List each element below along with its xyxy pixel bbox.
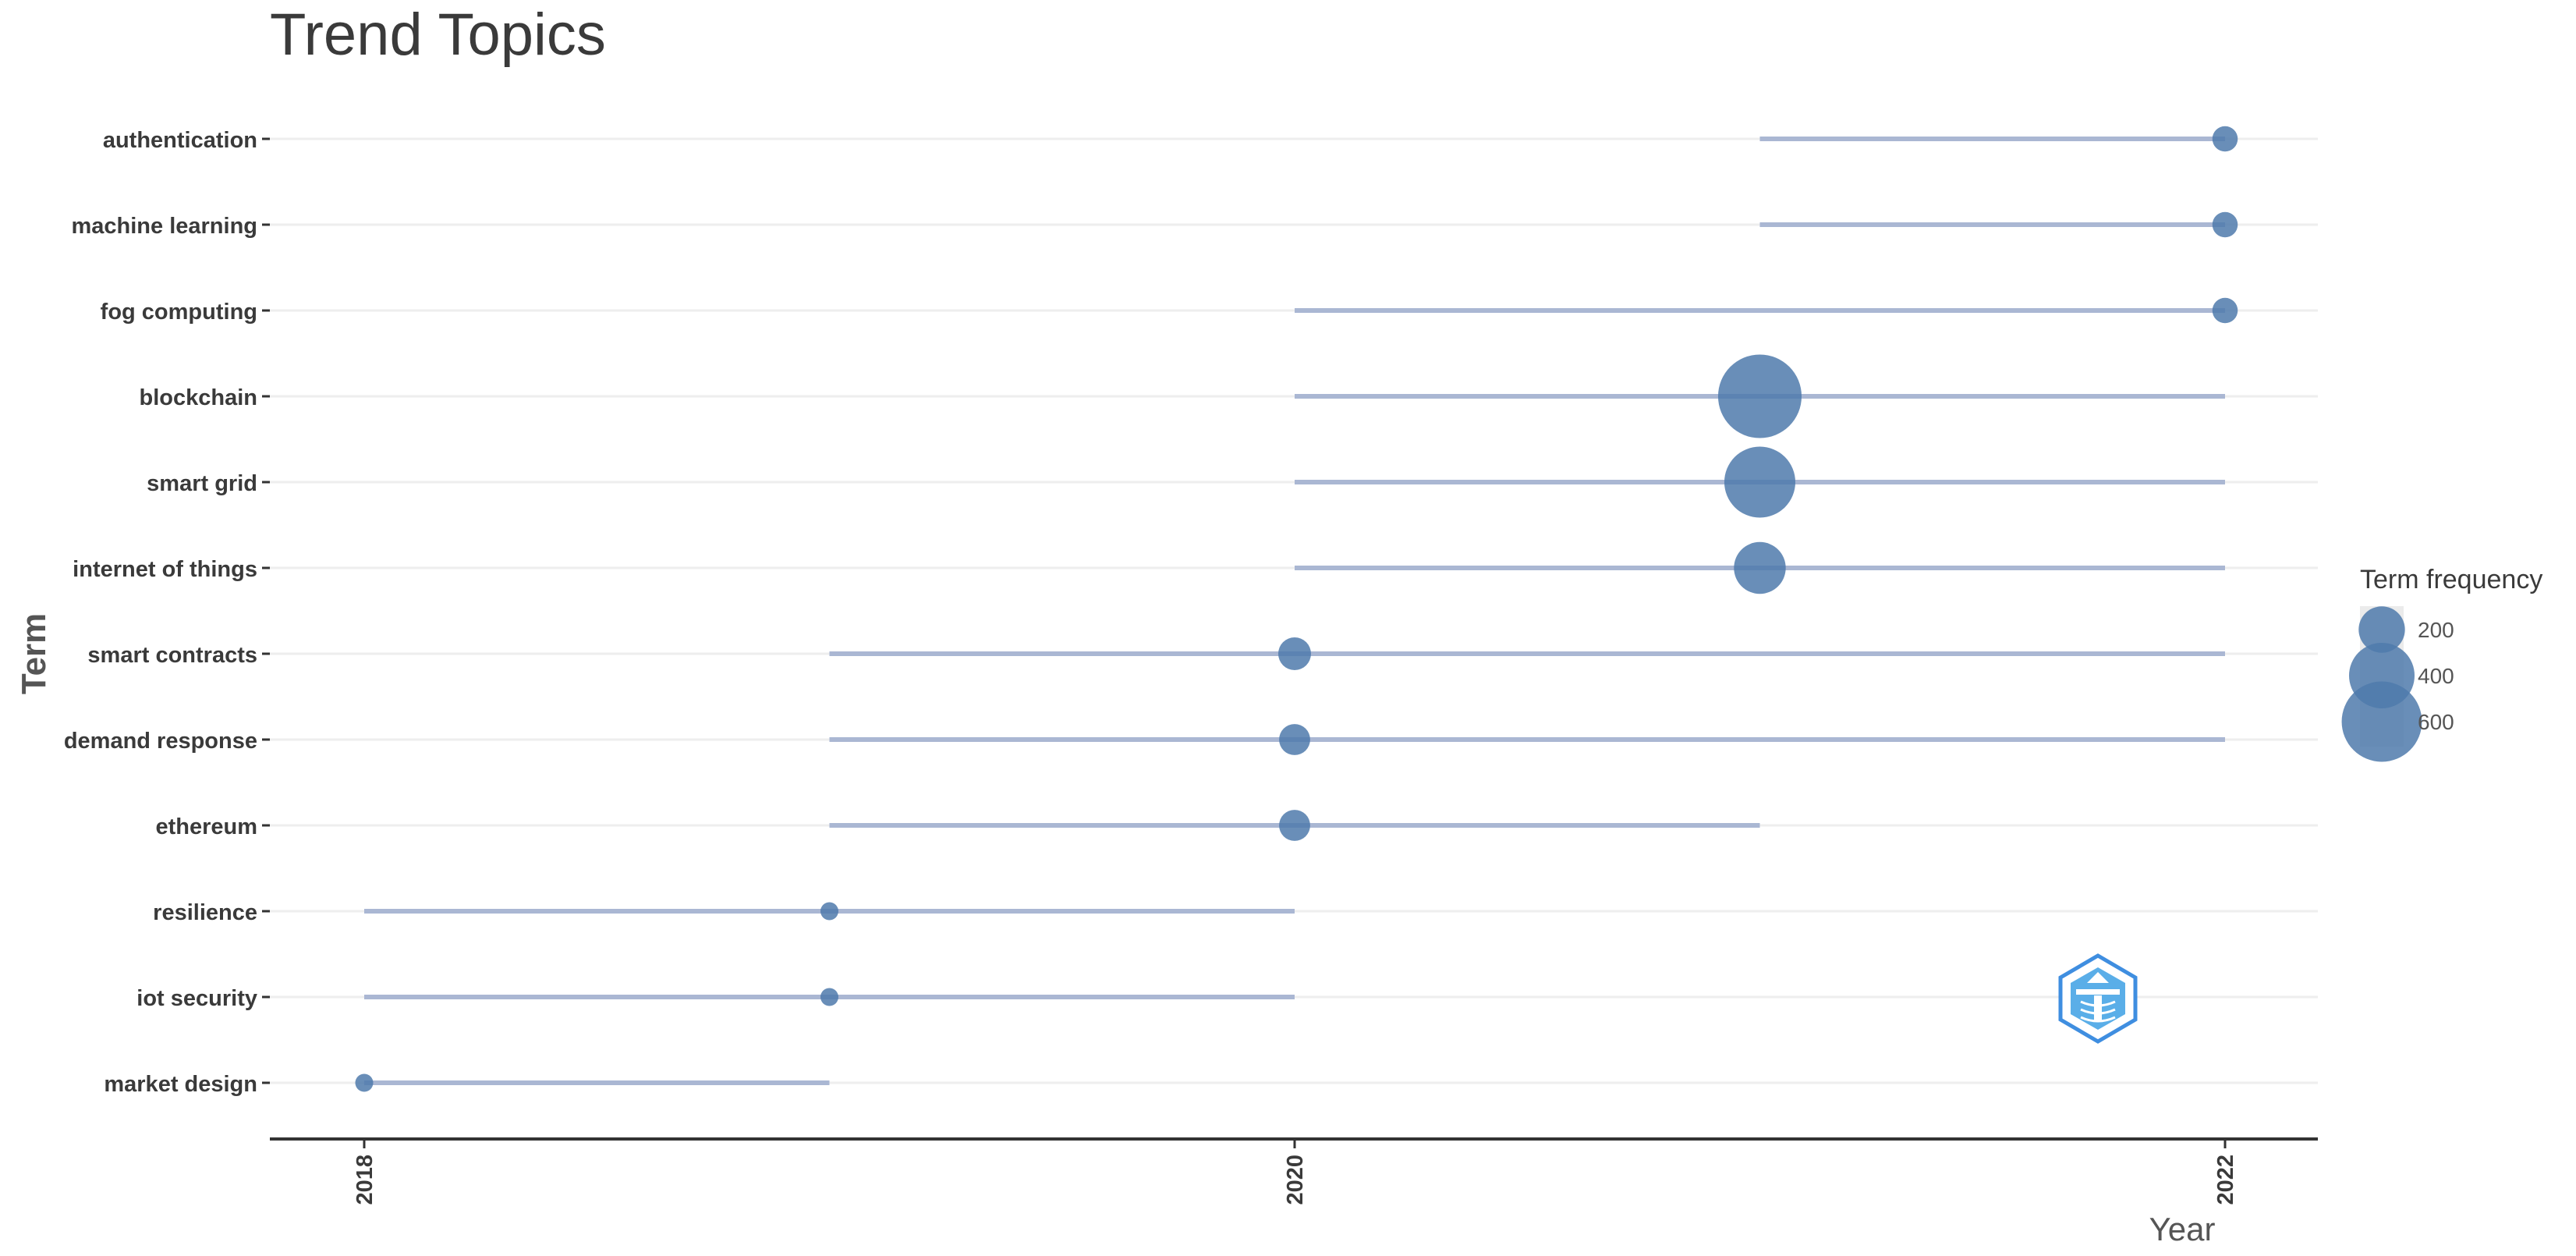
year-range-lines (364, 137, 2225, 1085)
legend-key-point (2341, 681, 2422, 762)
gridlines (270, 137, 2318, 1084)
term-point (1278, 637, 1311, 670)
term-point (2212, 211, 2238, 238)
x-tick-label: 2020 (1283, 1155, 1308, 1205)
x-tick-label: 2018 (353, 1155, 377, 1205)
median-points (355, 126, 2238, 1092)
legend-label: 200 (2418, 618, 2454, 642)
y-tick-label: ethereum (155, 814, 257, 839)
term-point (1717, 354, 1802, 438)
legend-label: 400 (2418, 664, 2454, 688)
x-tick-label: 2022 (2213, 1155, 2238, 1205)
y-tick-label: fog computing (101, 300, 257, 325)
term-point (820, 988, 839, 1006)
term-point (1734, 541, 1786, 594)
legend-label: 600 (2418, 710, 2454, 734)
term-point (1724, 446, 1796, 518)
y-tick-label: iot security (136, 986, 257, 1011)
x-axis-ticks: 2018 2020 2022 (353, 1139, 2238, 1205)
y-tick-label: authentication (103, 128, 257, 153)
legend-title: Term frequency (2360, 565, 2542, 594)
term-point (1279, 810, 1310, 841)
term-point (820, 902, 839, 921)
y-tick-label: market design (104, 1072, 257, 1097)
x-axis-title: Year (2149, 1211, 2216, 1247)
term-point (1279, 724, 1310, 755)
term-point (355, 1073, 374, 1092)
y-tick-label: resilience (153, 900, 257, 925)
term-point (2212, 297, 2238, 324)
y-tick-label: internet of things (73, 557, 257, 582)
y-axis-ticks: authentication machine learning fog comput… (64, 128, 270, 1097)
legend-key-point (2358, 606, 2405, 653)
y-tick-label: blockchain (140, 385, 258, 410)
term-point (2212, 126, 2238, 152)
y-tick-label: smart grid (147, 471, 257, 496)
y-axis-title: Term (15, 613, 53, 694)
bibliometrix-logo-icon (2058, 953, 2138, 1044)
legend: Term frequency 200 400 600 (2341, 565, 2542, 762)
y-tick-label: smart contracts (87, 643, 257, 668)
chart-title: Trend Topics (270, 2, 606, 68)
y-tick-label: demand response (64, 729, 257, 754)
y-tick-label: machine learning (71, 214, 257, 239)
